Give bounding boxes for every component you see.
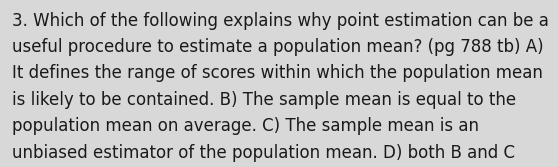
- Text: useful procedure to estimate a population mean? (pg 788 tb) A): useful procedure to estimate a populatio…: [12, 38, 544, 56]
- Text: 3. Which of the following explains why point estimation can be a: 3. Which of the following explains why p…: [12, 12, 549, 30]
- Text: It defines the range of scores within which the population mean: It defines the range of scores within wh…: [12, 64, 543, 82]
- Text: is likely to be contained. B) The sample mean is equal to the: is likely to be contained. B) The sample…: [12, 91, 516, 109]
- Text: unbiased estimator of the population mean. D) both B and C: unbiased estimator of the population mea…: [12, 144, 515, 162]
- Text: population mean on average. C) The sample mean is an: population mean on average. C) The sampl…: [12, 117, 479, 135]
